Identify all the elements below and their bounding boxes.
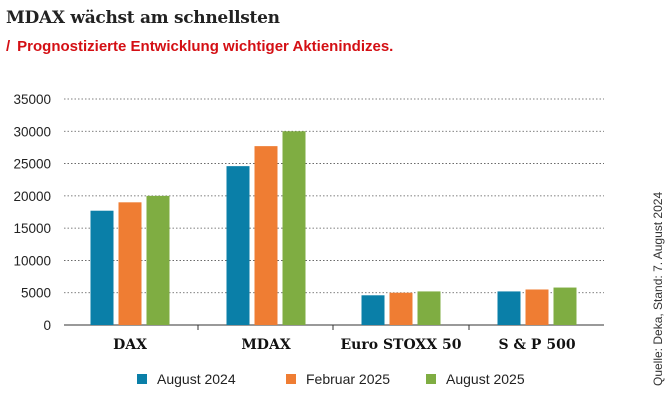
subtitle-marker: / (6, 38, 11, 55)
bar (146, 195, 170, 325)
x-category-label: DAX (113, 337, 147, 353)
subtitle-text: Prognostizierte Entwicklung wichtiger Ak… (17, 38, 394, 55)
legend-label: August 2024 (157, 371, 236, 387)
legend-label: August 2025 (446, 371, 525, 387)
bar (282, 131, 306, 325)
y-tick-label: 20000 (13, 189, 51, 204)
y-tick-label: 15000 (13, 221, 51, 236)
x-category-label: MDAX (241, 337, 291, 353)
legend-swatch (286, 374, 296, 384)
source-note: Quelle: Deka, Stand: 7. August 2024 (651, 191, 665, 386)
chart-subtitle: / Prognostizierte Entwicklung wichtiger A… (6, 38, 393, 55)
bar (226, 166, 250, 325)
y-tick-label: 10000 (13, 253, 51, 268)
x-category-label: Euro STOXX 50 (341, 337, 462, 353)
y-tick-label: 0 (43, 318, 51, 333)
bar (389, 292, 413, 325)
bar (361, 295, 385, 325)
y-tick-label: 35000 (13, 92, 51, 107)
chart-title: MDAX wächst am schnellsten (6, 8, 280, 28)
legend-swatch (426, 374, 436, 384)
legend-swatch (137, 374, 147, 384)
bar (497, 291, 521, 325)
x-category-label: S & P 500 (498, 337, 575, 353)
bar (118, 202, 142, 325)
y-tick-label: 25000 (13, 157, 51, 172)
bar (417, 291, 441, 325)
bar (525, 289, 549, 325)
y-tick-label: 30000 (13, 124, 51, 139)
bar (90, 210, 114, 325)
bar (553, 287, 577, 325)
y-tick-label: 5000 (21, 286, 51, 301)
bar (254, 146, 278, 325)
legend-label: Februar 2025 (306, 371, 390, 387)
